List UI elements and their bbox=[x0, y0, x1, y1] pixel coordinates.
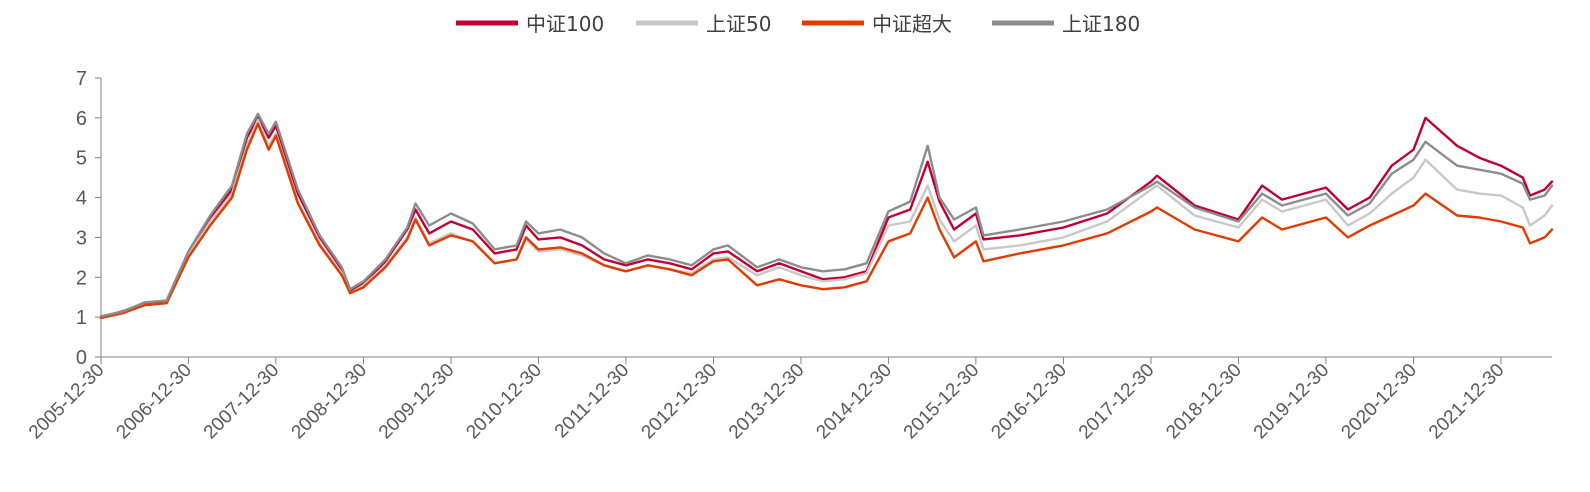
y-tick-label: 4 bbox=[76, 188, 87, 210]
legend-label-3: 中证超大 bbox=[872, 12, 952, 36]
x-tick-label: 2015-12-30 bbox=[900, 360, 984, 444]
series-layer bbox=[99, 112, 1554, 320]
x-tick-label: 2012-12-30 bbox=[638, 360, 722, 444]
x-tick-label: 2008-12-30 bbox=[288, 360, 372, 444]
x-tick-label: 2014-12-30 bbox=[812, 360, 896, 444]
x-tick-label: 2010-12-30 bbox=[462, 360, 546, 444]
y-tick-label: 2 bbox=[76, 267, 87, 289]
x-tick-label: 2020-12-30 bbox=[1337, 360, 1421, 444]
x-tick-label: 2021-12-30 bbox=[1425, 360, 1509, 444]
x-tick-label: 2007-12-30 bbox=[200, 360, 284, 444]
y-tick-label: 6 bbox=[76, 108, 87, 130]
series-line-2 bbox=[99, 118, 1554, 319]
series-line-3 bbox=[99, 122, 1554, 320]
legend-label-1: 中证100 bbox=[526, 12, 604, 36]
y-tick-label: 7 bbox=[76, 68, 87, 90]
x-tick-label: 2009-12-30 bbox=[375, 360, 459, 444]
x-tick-label: 2006-12-30 bbox=[112, 360, 196, 444]
legend-label-2: 上证50 bbox=[706, 12, 771, 36]
x-tick-label: 2018-12-30 bbox=[1162, 360, 1246, 444]
x-tick-label: 2016-12-30 bbox=[987, 360, 1071, 444]
legend-label-4: 上证180 bbox=[1062, 12, 1140, 36]
x-tick-label: 2017-12-30 bbox=[1075, 360, 1159, 444]
x-tick-label: 2019-12-30 bbox=[1250, 360, 1334, 444]
series-line-4 bbox=[99, 112, 1554, 318]
x-tick-label: 2011-12-30 bbox=[551, 360, 634, 443]
legend: 中证100 上证50 中证超大 上证180 bbox=[456, 12, 1140, 36]
series-line-1 bbox=[99, 114, 1554, 319]
y-tick-label: 1 bbox=[76, 307, 87, 329]
y-tick-label: 0 bbox=[76, 347, 87, 369]
y-tick-label: 5 bbox=[76, 148, 87, 170]
x-tick-label: 2005-12-30 bbox=[25, 360, 109, 444]
x-tick-label: 2013-12-30 bbox=[725, 360, 809, 444]
y-tick-label: 3 bbox=[76, 227, 87, 249]
